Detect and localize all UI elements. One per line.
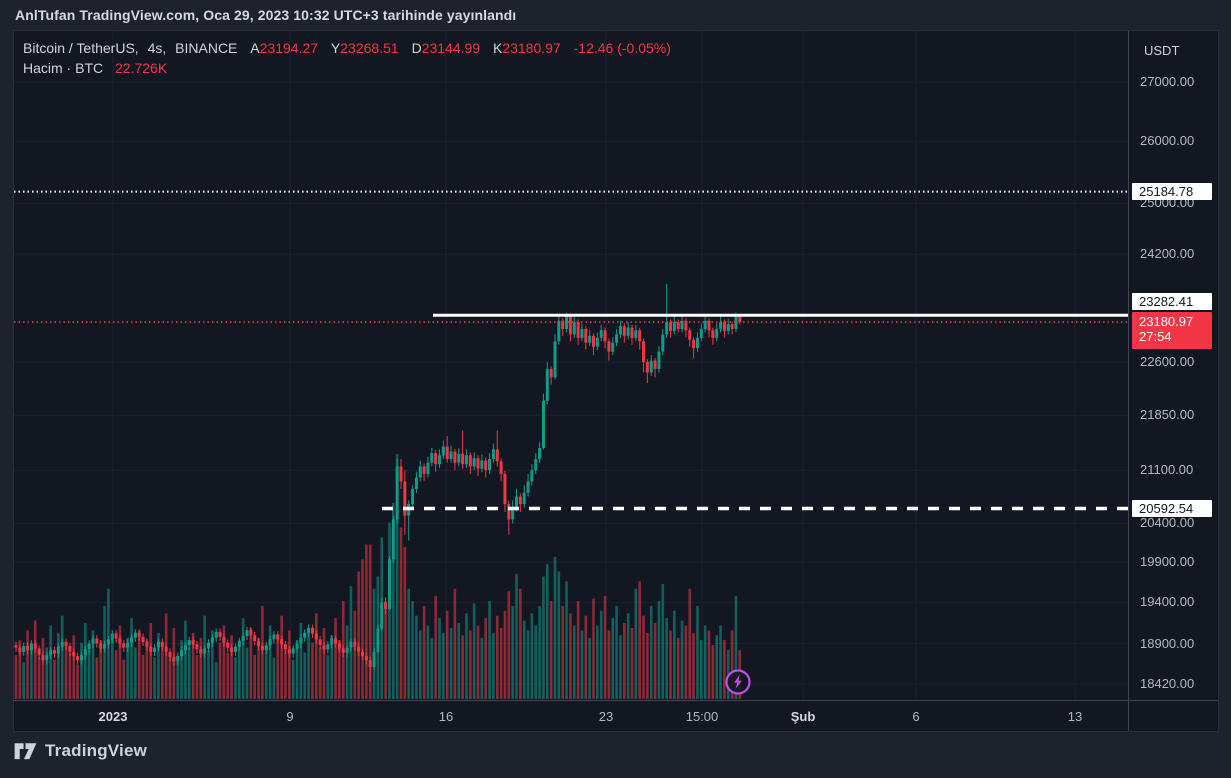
price-axis-label: 19900.00 [1140,554,1195,569]
tradingview-wordmark: TradingView [45,741,148,760]
time-axis-label: 15:00 [685,709,719,724]
price-axis-label: 24200.00 [1140,246,1195,261]
price-axis-label: 21850.00 [1140,407,1195,422]
price-axis-currency: USDT [1144,43,1180,58]
time-axis-label: 6 [912,709,920,724]
legend-high: Y23268.51 [330,40,399,56]
price-level-badge: 25184.78 [1132,183,1212,200]
price-axis-label: 21100.00 [1140,462,1194,477]
legend-change: -12.46 (-0.05%) [573,40,671,56]
symbol-legend: Bitcoin / TetherUS, 4s, BINANCE A23194.2… [23,40,671,56]
flash-icon[interactable] [724,668,752,696]
price-axis-label: 20400.00 [1140,515,1195,530]
time-axis-label: 2023 [98,709,128,724]
time-axis-label: Şub [790,709,816,724]
price-axis-label: 18900.00 [1140,636,1195,651]
footer-bar: TradingView [0,732,1231,778]
legend-exchange: BINANCE [175,40,238,56]
time-axis-separator[interactable] [14,700,1218,701]
tradingview-logo-icon [14,742,37,759]
volume-value: 22.726K [115,60,168,76]
volume-label: Hacim · BTC [23,60,104,76]
chart-widget[interactable] [13,30,1219,732]
price-axis-label: 18420.00 [1140,676,1195,691]
publish-info-text: AnlTufan TradingView.com, Oca 29, 2023 1… [15,7,517,23]
legend-interval: 4s, [147,40,167,56]
time-axis-label: 16 [438,709,454,724]
legend-close: K23180.97 [492,40,561,56]
price-axis-separator[interactable] [1128,31,1129,731]
publish-bar: AnlTufan TradingView.com, Oca 29, 2023 1… [0,0,1231,30]
price-axis-label: 26000.00 [1140,133,1195,148]
price-axis-label: 22600.00 [1140,354,1195,369]
price-axis-label: 19400.00 [1140,594,1195,609]
tradingview-link[interactable]: TradingView [14,741,147,761]
time-axis-label: 23 [598,709,614,724]
bar-countdown: 27:54 [1139,329,1172,344]
legend-low: D23144.99 [411,40,481,56]
legend-open: A23194.27 [250,40,319,56]
price-axis-label: 27000.00 [1140,74,1195,89]
current-price-badge: 23180.97 27:54 [1132,312,1212,349]
price-level-badge: 20592.54 [1132,500,1212,517]
time-axis-label: 13 [1067,709,1083,724]
volume-legend: Hacim · BTC 22.726K [23,60,167,76]
legend-symbol: Bitcoin / TetherUS, [23,40,139,56]
price-level-badge: 23282.41 [1132,293,1212,310]
time-axis-label: 9 [286,709,294,724]
